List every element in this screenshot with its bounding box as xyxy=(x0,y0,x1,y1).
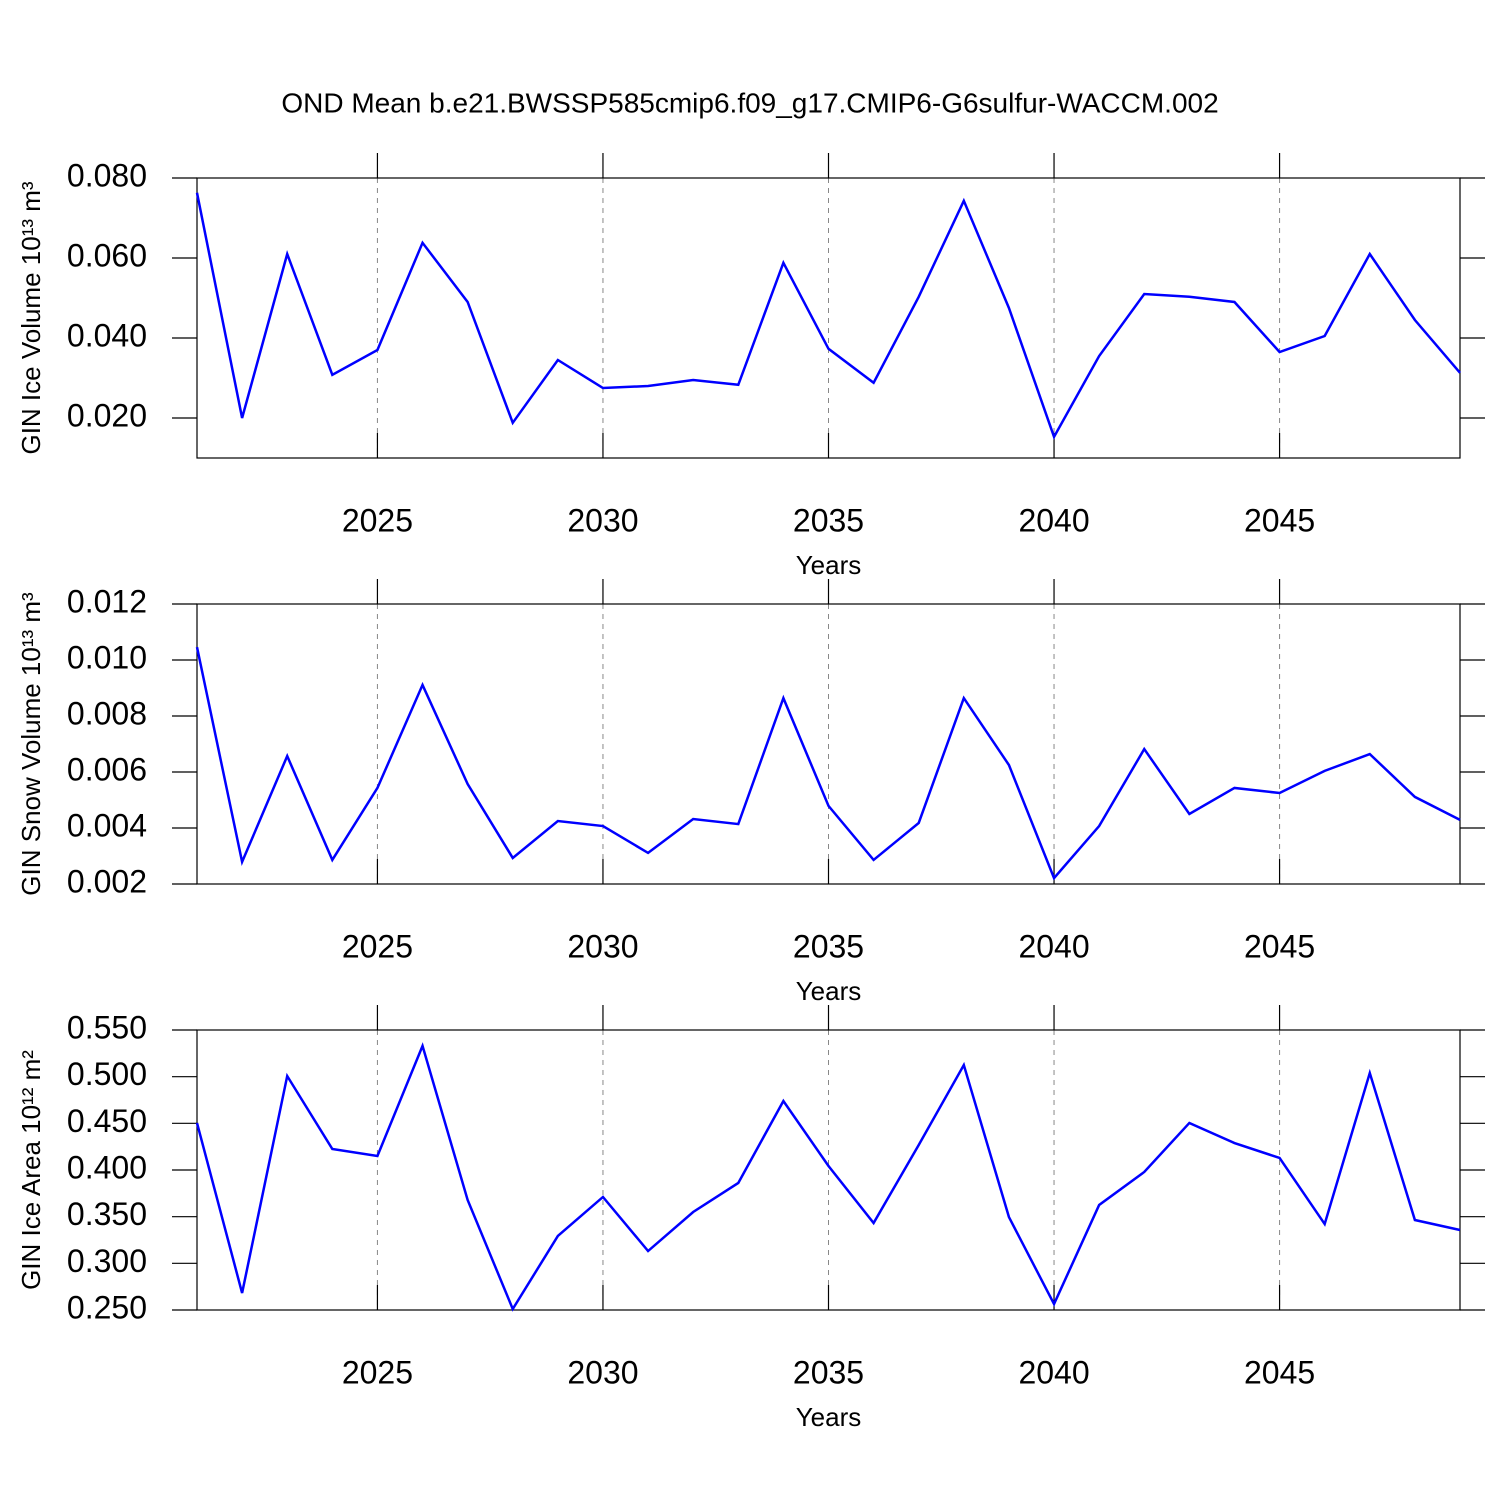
y-tick-label: 0.500 xyxy=(67,1056,147,1092)
x-tick-label: 2040 xyxy=(1018,928,1089,964)
x-tick-label: 2040 xyxy=(1018,502,1089,538)
y-tick-label: 0.008 xyxy=(67,695,147,731)
data-line xyxy=(195,1042,1461,1312)
y-tick-label: 0.006 xyxy=(67,751,147,787)
data-line xyxy=(195,192,1461,440)
plot-frame xyxy=(196,1029,1461,1311)
plot-frame xyxy=(196,603,1461,885)
y-axis-title: GIN Ice Area 10¹² m² xyxy=(16,1050,46,1290)
y-tick-label: 0.450 xyxy=(67,1103,147,1139)
x-tick-label: 2030 xyxy=(567,502,638,538)
x-axis-title: Years xyxy=(796,976,862,1006)
y-tick-label: 0.300 xyxy=(67,1243,147,1279)
plot-frame xyxy=(196,177,1461,459)
y-tick-label: 0.550 xyxy=(67,1009,147,1045)
y-axis-title: GIN Ice Volume 10¹³ m³ xyxy=(16,181,46,454)
y-tick-label: 0.060 xyxy=(67,237,147,273)
x-tick-label: 2025 xyxy=(342,1354,413,1390)
y-tick-label: 0.040 xyxy=(67,317,147,353)
x-tick-label: 2045 xyxy=(1244,502,1315,538)
x-tick-label: 2040 xyxy=(1018,1354,1089,1390)
y-tick-label: 0.010 xyxy=(67,639,147,675)
x-tick-label: 2035 xyxy=(793,502,864,538)
y-tick-label: 0.250 xyxy=(67,1289,147,1325)
x-tick-label: 2025 xyxy=(342,928,413,964)
x-tick-label: 2035 xyxy=(793,1354,864,1390)
y-tick-label: 0.080 xyxy=(67,157,147,193)
x-tick-label: 2030 xyxy=(567,1354,638,1390)
x-axis-title: Years xyxy=(796,550,862,580)
page-title: OND Mean b.e21.BWSSP585cmip6.f09_g17.CMI… xyxy=(281,87,1218,118)
y-tick-label: 0.400 xyxy=(67,1149,147,1185)
x-tick-label: 2030 xyxy=(567,928,638,964)
y-tick-label: 0.004 xyxy=(67,807,147,843)
y-tick-label: 0.002 xyxy=(67,863,147,899)
x-axis-title: Years xyxy=(796,1402,862,1432)
y-tick-label: 0.350 xyxy=(67,1196,147,1232)
y-tick-label: 0.012 xyxy=(67,583,147,619)
x-tick-label: 2025 xyxy=(342,502,413,538)
x-tick-label: 2045 xyxy=(1244,1354,1315,1390)
y-axis-title: GIN Snow Volume 10¹³ m³ xyxy=(16,592,46,896)
x-tick-label: 2035 xyxy=(793,928,864,964)
data-line xyxy=(195,646,1461,881)
y-tick-label: 0.020 xyxy=(67,397,147,433)
x-tick-label: 2045 xyxy=(1244,928,1315,964)
